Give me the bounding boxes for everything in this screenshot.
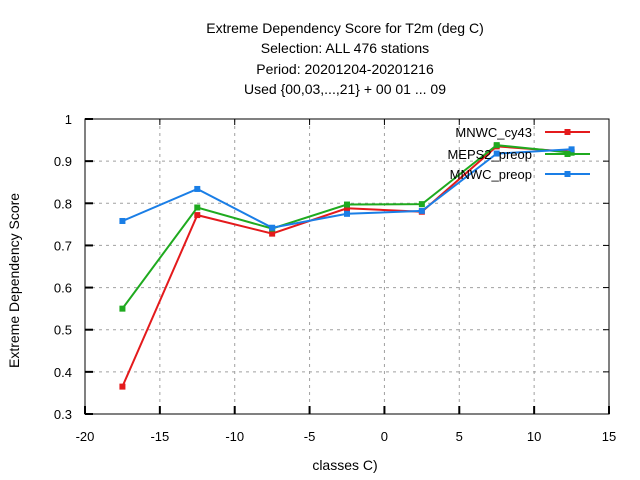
- data-point-MNWC_cy43-2: [269, 230, 276, 237]
- data-point-MEPS2_preop-0: [119, 305, 126, 312]
- legend-label-MNWC_cy43: MNWC_cy43: [455, 125, 532, 140]
- data-point-MNWC_cy43-0: [119, 383, 126, 390]
- plot-frame: [84, 118, 610, 415]
- y-tick-label-6: 0.9: [54, 154, 72, 169]
- data-point-MEPS2_preop-3: [344, 201, 350, 208]
- x-tick-label-6: 10: [527, 429, 541, 444]
- x-tick-label-7: 15: [602, 429, 616, 444]
- data-point-MNWC_preop-1: [194, 185, 201, 192]
- x-tick-label-2: -10: [225, 429, 244, 444]
- chart-title-line-3: Period: 20201204-20201216: [256, 61, 434, 77]
- data-point-MEPS2_preop-4: [418, 201, 425, 208]
- x-axis-label: classes C): [312, 457, 378, 473]
- data-point-MNWC_cy43-3: [344, 205, 350, 212]
- y-tick-label-1: 0.4: [54, 365, 72, 380]
- legend-label-MEPS2_preop: MEPS2_preop: [447, 147, 532, 162]
- y-tick-label-0: 0.3: [54, 407, 72, 422]
- chart-title-line-4: Used {00,03,...,21} + 00 01 ... 09: [244, 81, 446, 97]
- data-point-MEPS2_preop-1: [194, 204, 201, 211]
- y-tick-label-5: 0.8: [54, 196, 72, 211]
- data-point-MNWC_preop-2: [269, 224, 276, 231]
- data-point-MEPS2_preop-6: [568, 149, 575, 156]
- data-point-MNWC_cy43-1: [194, 212, 201, 219]
- x-tick-label-4: 0: [381, 429, 388, 444]
- chart-title-line-2: Selection: ALL 476 stations: [260, 40, 430, 56]
- data-point-MNWC_preop-0: [119, 217, 126, 224]
- chart-title-line-1: Extreme Dependency Score for T2m (deg C): [206, 20, 484, 36]
- data-point-MNWC_preop-5: [493, 150, 500, 157]
- data-point-MNWC_preop-3: [344, 210, 350, 217]
- x-tick-label-1: -15: [150, 429, 169, 444]
- y-tick-label-7: 1: [65, 112, 72, 127]
- x-tick-label-3: -5: [304, 429, 316, 444]
- x-tick-label-0: -20: [76, 429, 95, 444]
- legend-marker-MEPS2_preop: [564, 151, 571, 157]
- legend-label-MNWC_preop: MNWC_preop: [450, 167, 532, 182]
- legend-marker-MNWC_cy43: [564, 129, 571, 135]
- x-tick-label-5: 5: [456, 429, 463, 444]
- y-tick-label-2: 0.5: [54, 323, 72, 338]
- y-tick-label-3: 0.6: [54, 281, 72, 296]
- data-point-MNWC_preop-6: [568, 146, 575, 153]
- y-tick-label-4: 0.7: [54, 238, 72, 253]
- data-point-MEPS2_preop-5: [493, 142, 500, 149]
- legend-marker-MNWC_preop: [564, 171, 571, 177]
- data-point-MNWC_preop-4: [418, 207, 425, 214]
- series-line-MNWC_cy43: [121, 145, 572, 388]
